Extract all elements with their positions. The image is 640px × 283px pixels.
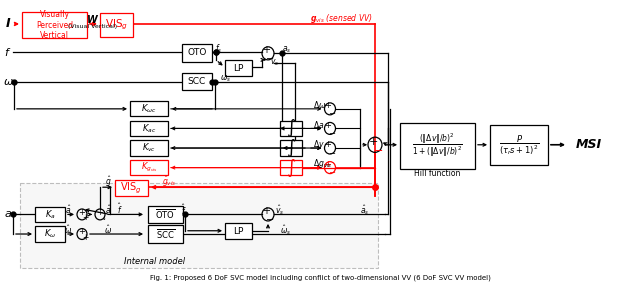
Text: +: +: [82, 233, 88, 242]
Text: (Visual Vertical): (Visual Vertical): [68, 23, 118, 29]
Text: +: +: [368, 136, 378, 147]
Text: $\hat{g}_{vis}$: $\hat{g}_{vis}$: [162, 175, 176, 189]
Text: +: +: [324, 101, 332, 110]
Text: $f_s$: $f_s$: [215, 43, 222, 55]
Text: $\dfrac{(\|\Delta v\|/b)^2}{1+(\|\Delta v\|/b)^2}$: $\dfrac{(\|\Delta v\|/b)^2}{1+(\|\Delta …: [412, 132, 463, 159]
Text: $f$: $f$: [4, 46, 12, 58]
Text: $\int$: $\int$: [286, 156, 296, 179]
Text: $K_{\omega c}$: $K_{\omega c}$: [141, 103, 157, 115]
Text: +: +: [79, 227, 85, 236]
Text: $\boldsymbol{I}$: $\boldsymbol{I}$: [5, 18, 11, 31]
Text: $\Delta g_{vis}$: $\Delta g_{vis}$: [313, 157, 332, 170]
Text: $-$: $-$: [328, 147, 336, 156]
Text: $\omega$: $\omega$: [3, 77, 13, 87]
Bar: [280, 140, 302, 156]
Text: $\hat{a}$: $\hat{a}$: [105, 204, 111, 216]
Bar: [182, 73, 212, 90]
Text: $-$: $-$: [266, 52, 275, 62]
Text: $\dfrac{P}{(\tau_r s+1)^2}$: $\dfrac{P}{(\tau_r s+1)^2}$: [499, 134, 539, 157]
Bar: [115, 180, 148, 196]
Text: $\Delta v$: $\Delta v$: [313, 138, 325, 149]
Text: $-$: $-$: [328, 108, 336, 117]
Text: $a$: $a$: [4, 209, 12, 219]
Text: Internal model: Internal model: [124, 257, 186, 266]
Text: LP: LP: [234, 63, 244, 72]
Text: $K_{g_{vis}}$: $K_{g_{vis}}$: [141, 161, 157, 174]
Bar: [225, 60, 252, 76]
Text: Fig. 1: Proposed 6 DoF SVC model including conflict of two-dimensional VV (6 DoF: Fig. 1: Proposed 6 DoF SVC model includi…: [150, 274, 490, 281]
FancyBboxPatch shape: [20, 183, 378, 268]
Bar: [182, 44, 212, 62]
Bar: [130, 160, 168, 175]
Text: $\int$: $\int$: [286, 117, 296, 140]
Text: +: +: [324, 140, 332, 149]
Text: $-$: $-$: [328, 166, 336, 175]
Text: $K_a$: $K_a$: [45, 208, 55, 221]
Bar: [280, 121, 302, 136]
Bar: [22, 12, 87, 38]
Bar: [280, 160, 302, 175]
Text: +: +: [324, 121, 332, 130]
Text: Hill function: Hill function: [414, 169, 461, 177]
Text: $\hat{g}$: $\hat{g}$: [105, 175, 111, 189]
Text: $\hat{\omega}$: $\hat{\omega}$: [64, 224, 72, 236]
Text: $-$: $-$: [373, 144, 383, 154]
Text: $\hat{f}$: $\hat{f}$: [117, 202, 123, 216]
Text: SCC: SCC: [188, 77, 206, 86]
Text: $\hat{a}$: $\hat{a}$: [65, 204, 71, 216]
Bar: [490, 125, 548, 166]
Text: Visually
Perceived
Vertical: Visually Perceived Vertical: [36, 10, 73, 40]
Text: $\overline{\mathrm{SCC}}$: $\overline{\mathrm{SCC}}$: [156, 227, 175, 241]
Bar: [100, 13, 133, 37]
Text: $\Delta\omega$: $\Delta\omega$: [313, 99, 326, 110]
Text: +: +: [82, 213, 88, 222]
Text: $-$: $-$: [328, 127, 336, 136]
Text: $K_{vc}$: $K_{vc}$: [142, 142, 156, 154]
Bar: [148, 225, 183, 243]
Text: $\hat{f}_s$: $\hat{f}_s$: [181, 202, 189, 218]
Bar: [35, 226, 65, 242]
Bar: [148, 206, 183, 223]
Text: OTO: OTO: [188, 48, 207, 57]
Text: $a_s$: $a_s$: [282, 45, 291, 55]
Text: $\downarrow$: $\downarrow$: [100, 214, 106, 222]
Bar: [130, 140, 168, 156]
Text: $\hat{a}_s$: $\hat{a}_s$: [360, 203, 369, 217]
Text: LP: LP: [234, 227, 244, 236]
Bar: [225, 223, 252, 239]
Text: $\Delta a$: $\Delta a$: [313, 119, 324, 130]
Text: $\overline{\mathrm{VIS}_g}$: $\overline{\mathrm{VIS}_g}$: [120, 179, 143, 196]
Text: +: +: [79, 208, 85, 217]
Bar: [35, 207, 65, 222]
Text: $\omega_s$: $\omega_s$: [220, 73, 231, 83]
Text: $\mathrm{VIS}_g$: $\mathrm{VIS}_g$: [105, 18, 128, 32]
Text: $\hat{v}_s$: $\hat{v}_s$: [275, 203, 285, 217]
Text: $\hat{\omega}_s$: $\hat{\omega}_s$: [280, 223, 291, 237]
Bar: [130, 121, 168, 136]
Text: $-$: $-$: [266, 213, 275, 223]
Text: $\boldsymbol{g}_{vis}$ (sensed VV): $\boldsymbol{g}_{vis}$ (sensed VV): [310, 12, 372, 25]
Text: +: +: [324, 160, 332, 169]
Text: +: +: [262, 206, 270, 216]
Text: MSI: MSI: [576, 138, 602, 151]
Text: $v_s$: $v_s$: [270, 58, 279, 68]
Text: $\int$: $\int$: [286, 137, 296, 159]
Text: $\overline{\mathrm{OTO}}$: $\overline{\mathrm{OTO}}$: [156, 207, 175, 221]
Bar: [130, 101, 168, 117]
Text: +: +: [262, 45, 270, 55]
Text: +: +: [97, 208, 104, 217]
Text: $K_{ac}$: $K_{ac}$: [142, 122, 156, 135]
Bar: [400, 123, 475, 169]
Text: $K_\omega$: $K_\omega$: [44, 228, 56, 240]
Text: $\hat{\omega}$: $\hat{\omega}$: [104, 224, 112, 236]
Text: $\boldsymbol{W}$: $\boldsymbol{W}$: [86, 12, 100, 25]
